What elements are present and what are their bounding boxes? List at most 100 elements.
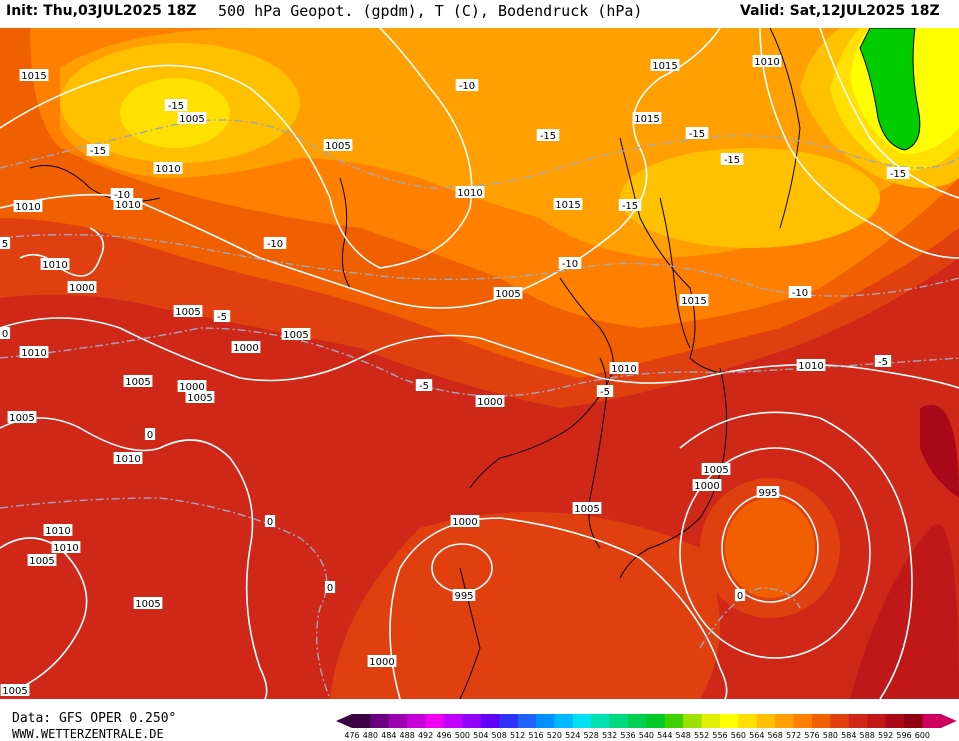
temperature-label: -15 — [685, 127, 709, 140]
isobar-1005-west — [0, 417, 268, 699]
pressure-label: 1010 — [51, 541, 81, 554]
temperature-label: -10 — [263, 237, 287, 250]
scale-swatch — [683, 714, 703, 728]
geopot-region-564-east — [620, 148, 880, 248]
temperature-label-text: 0 — [2, 329, 8, 340]
pressure-label: 1010 — [113, 452, 143, 465]
pressure-label-text: 1005 — [574, 504, 599, 515]
pressure-label-text: 1015 — [555, 200, 580, 211]
pressure-label-bg — [475, 395, 505, 407]
temperature-label: -15 — [618, 199, 642, 212]
pressure-label: 1000 — [67, 281, 97, 294]
temperature-label: -10 — [558, 257, 582, 270]
pressure-label-text: 1005 — [495, 289, 520, 300]
pressure-label: 1005 — [7, 411, 37, 424]
scale-swatch — [867, 714, 887, 728]
pressure-label: 995 — [452, 589, 476, 602]
scale-tick-label: 544 — [657, 731, 672, 740]
temperature-label: -10 — [455, 79, 479, 92]
scale-tick-label: 516 — [528, 731, 543, 740]
pressure-label-bg — [19, 346, 49, 358]
pressure-label: 1000 — [475, 395, 505, 408]
scale-swatch — [664, 714, 684, 728]
pressure-label-bg — [67, 281, 97, 293]
pressure-label-bg — [7, 411, 37, 423]
scale-tick-label: 600 — [915, 731, 930, 740]
pressure-label-bg — [113, 198, 143, 210]
temperature-label-bg — [110, 188, 134, 200]
pressure-label: 1010 — [40, 258, 70, 271]
pressure-label: 1015 — [650, 59, 680, 72]
scale-swatch — [425, 714, 445, 728]
pressure-label-text: 1015 — [634, 114, 659, 125]
pressure-label: 1000 — [367, 655, 397, 668]
isotherm-0-west — [0, 497, 331, 699]
pressure-label: 995 — [756, 486, 780, 499]
pressure-label: 1010 — [455, 186, 485, 199]
pressure-label-bg — [123, 375, 153, 387]
pressure-label-bg — [231, 341, 261, 353]
scale-swatch — [407, 714, 427, 728]
pressure-label: 1000 — [177, 380, 207, 393]
pressure-label-bg — [19, 69, 49, 81]
pressure-label-bg — [177, 112, 207, 124]
scale-swatch — [848, 714, 868, 728]
scale-swatch — [517, 714, 537, 728]
pressure-label-bg — [0, 684, 30, 696]
temperature-label: 0 — [324, 581, 336, 594]
pressure-label-bg — [51, 541, 81, 553]
pressure-label-text: 995 — [454, 591, 473, 602]
temperature-label-text: 0 — [267, 517, 273, 528]
isotherm-minus10 — [0, 233, 959, 297]
scale-swatch — [922, 714, 942, 728]
pressure-label: 1010 — [13, 200, 43, 213]
temperature-label-bg — [558, 257, 582, 269]
pressure-labels: 1015 1005 1010 1010 1010 1000 1005 1010 1005 1000… — [0, 55, 826, 697]
temperature-label: 0 — [734, 589, 746, 602]
scale-tick-label: 536 — [620, 731, 635, 740]
pressure-label: 1015 — [632, 112, 662, 125]
pressure-label: 1000 — [450, 515, 480, 528]
isobar-1010-north — [0, 28, 473, 269]
scale-swatch — [536, 714, 555, 728]
isobar-1010-sw — [0, 537, 88, 689]
scale-tick-label: 568 — [768, 731, 783, 740]
scale-swatch — [701, 714, 721, 728]
temperature-label-text: 0 — [147, 430, 153, 441]
scale-tick-label: 520 — [547, 731, 562, 740]
temperature-label: 5 — [0, 237, 11, 250]
pressure-label: 1010 — [43, 524, 73, 537]
pressure-label-bg — [796, 359, 826, 371]
temperature-label-text: -10 — [562, 259, 578, 270]
website: WWW.WETTERZENTRALE.DE — [12, 727, 164, 741]
isobar-1010-ne — [759, 28, 959, 259]
pressure-label-text: 1005 — [175, 307, 200, 318]
scale-tick-label: 492 — [418, 731, 433, 740]
pressure-label: 1010 — [153, 162, 183, 175]
geopot-region-552-ne — [859, 28, 921, 151]
temperature-label: 0 — [264, 515, 276, 528]
pressure-label-bg — [113, 452, 143, 464]
coast-manchuria — [619, 137, 721, 374]
isobar-west-cell — [19, 227, 105, 277]
pressure-label: 1015 — [679, 294, 709, 307]
scale-tick-label: 500 — [455, 731, 470, 740]
scale-tick-label: 532 — [602, 731, 617, 740]
pressure-label-bg — [455, 186, 485, 198]
pressure-label-text: 1010 — [21, 348, 46, 359]
pressure-label-text: 1005 — [125, 377, 150, 388]
temperature-label-text: -10 — [459, 81, 475, 92]
temperature-label-text: -15 — [689, 129, 705, 140]
isobar-1005-east — [679, 411, 913, 699]
temperature-label: -5 — [415, 379, 433, 392]
pressure-label: 1000 — [692, 479, 722, 492]
isotherm-0-east — [699, 587, 801, 649]
pressure-label-text: 1010 — [53, 543, 78, 554]
temperature-label: -10 — [110, 188, 134, 201]
temperature-label-text: -15 — [724, 155, 740, 166]
scale-swatch — [591, 714, 611, 728]
temperature-label-text: -15 — [622, 201, 638, 212]
temperature-label: -15 — [164, 99, 188, 112]
pressure-label-text: 1000 — [694, 481, 719, 492]
scale-swatch — [904, 714, 923, 728]
